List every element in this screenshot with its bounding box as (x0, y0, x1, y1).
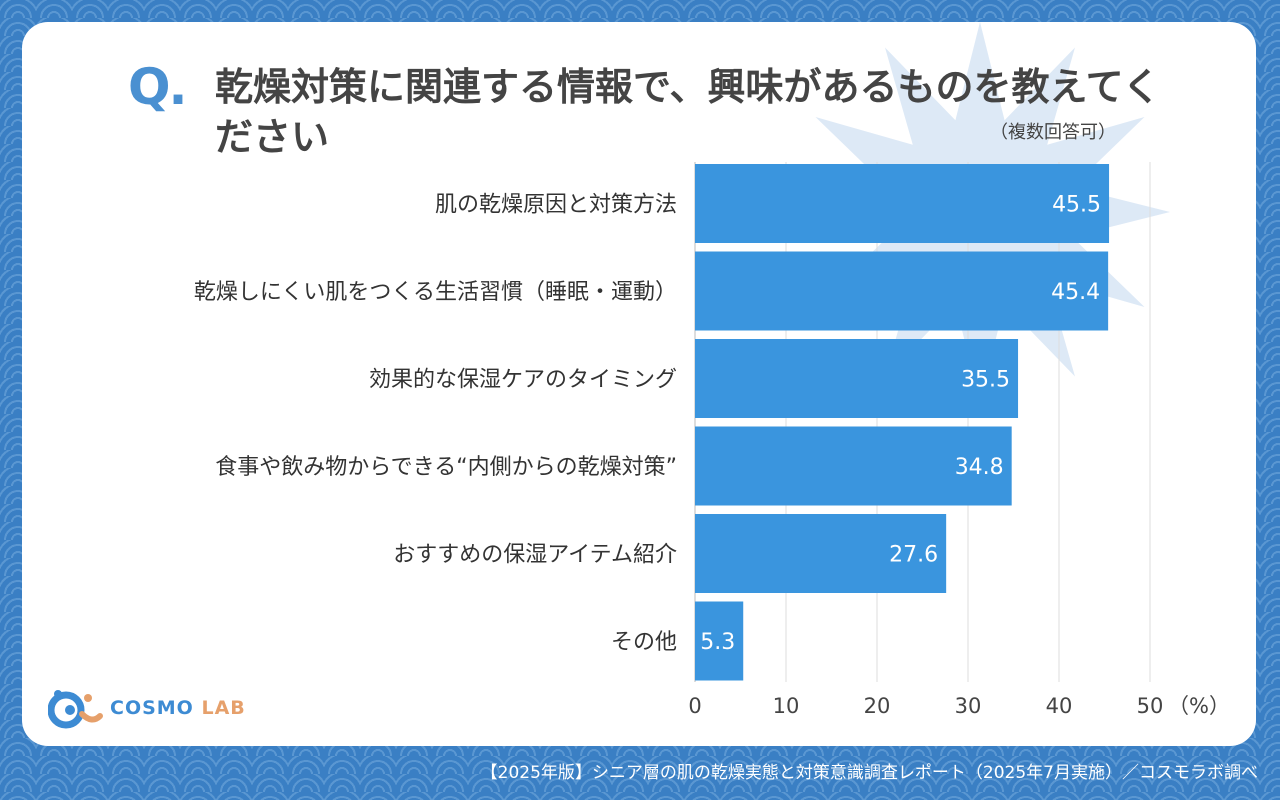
bar (695, 251, 1109, 331)
data-label: 5.3 (700, 630, 735, 655)
category-label: 肌の乾燥原因と対策方法 (435, 193, 677, 218)
x-tick-label: 50 (1137, 694, 1164, 718)
multiple-answer-note: （複数回答可） (990, 122, 1116, 143)
question-mark: Q. (128, 58, 187, 116)
x-tick-label: 0 (688, 694, 701, 718)
x-tick-label: 30 (955, 694, 982, 718)
category-label: 食事や飲み物からできる“内側からの乾燥対策” (215, 455, 677, 480)
bar (695, 426, 1012, 506)
bar (695, 339, 1019, 418)
x-tick-label: 40 (1046, 694, 1073, 718)
logo-text: COSMO LAB (110, 697, 246, 719)
x-tick-label: 10 (773, 694, 800, 718)
data-label: 27.6 (889, 543, 938, 568)
x-axis-unit: （%） (1168, 694, 1230, 718)
bar (695, 164, 1110, 243)
data-label: 34.8 (955, 455, 1004, 480)
cosmo-lab-logo: COSMO LAB (48, 686, 246, 730)
logo-mark-icon (48, 690, 103, 729)
data-label: 45.5 (1052, 193, 1101, 218)
data-label: 35.5 (961, 368, 1010, 393)
category-label: おすすめの保湿アイテム紹介 (393, 543, 677, 568)
category-label: 効果的な保湿ケアのタイミング (369, 368, 677, 393)
logo-text-sub: LAB (201, 697, 246, 719)
chart-card: Q. 乾燥対策に関連する情報で、興味があるものを教えてください （複数回答可） … (22, 22, 1256, 746)
bar-chart: 45.5 肌の乾燥原因と対策方法 45.4 乾燥しにくい肌をつくる生活習慣（睡眠・運動… (194, 162, 1230, 718)
x-tick-label: 20 (864, 694, 891, 718)
category-label: 乾燥しにくい肌をつくる生活習慣（睡眠・運動） (194, 280, 677, 305)
bar (695, 601, 744, 681)
chart-title: 乾燥対策に関連する情報で、興味があるものを教えてください (215, 65, 1161, 159)
data-label: 45.4 (1051, 280, 1100, 305)
category-label: その他 (611, 630, 677, 655)
bar (695, 514, 947, 593)
logo-text-main: COSMO (110, 697, 194, 719)
footer-source: 【2025年版】シニア層の肌の乾燥実態と対策意識調査レポート（2025年7月実施… (480, 763, 1258, 783)
